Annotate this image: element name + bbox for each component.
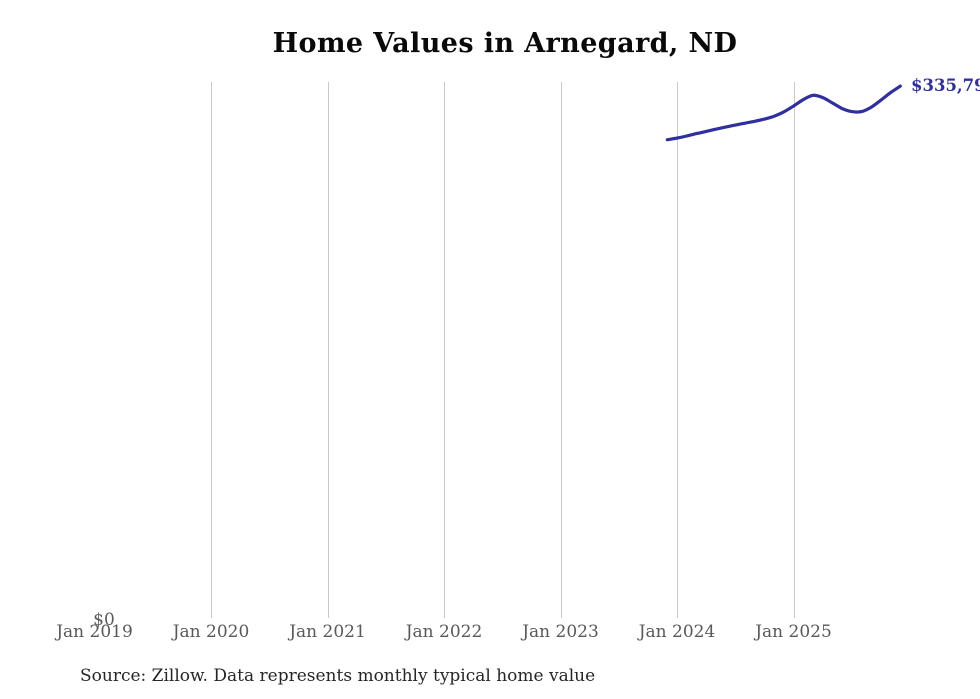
latest-value-label: $335,799	[911, 76, 980, 96]
home-value-line	[665, 84, 902, 142]
x-tick-label-2025: Jan 2025	[755, 622, 832, 642]
x-tick-label-2019: Jan 2019	[56, 622, 133, 642]
source-note: Source: Zillow. Data represents monthly …	[80, 666, 596, 686]
x-tick-label-2021: Jan 2021	[289, 622, 366, 642]
year-gridlines	[211, 82, 795, 618]
chart-title: Home Values in Arnegard, ND	[272, 28, 738, 59]
x-tick-label-2022: Jan 2022	[405, 622, 483, 642]
x-tick-label-2024: Jan 2024	[638, 622, 716, 642]
x-tick-label-2023: Jan 2023	[522, 622, 599, 642]
y-axis-zero-label: $0	[93, 610, 115, 630]
x-tick-label-2020: Jan 2020	[172, 622, 250, 642]
